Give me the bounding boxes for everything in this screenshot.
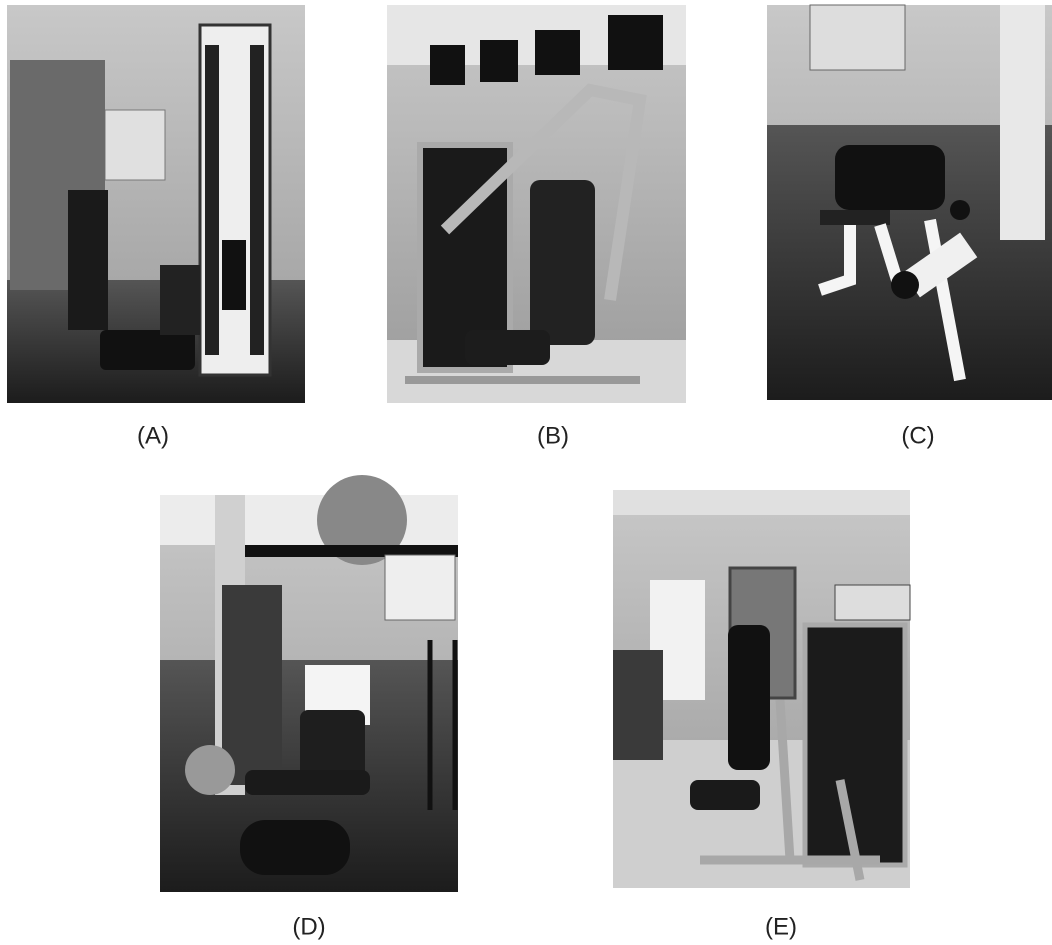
panel-label: (C)	[901, 422, 934, 449]
panel-label: (E)	[765, 913, 797, 940]
photo-e	[613, 490, 911, 888]
panel-label: (A)	[137, 422, 169, 449]
photo-b	[387, 5, 686, 403]
photo-a	[7, 5, 305, 403]
panel-label: (B)	[537, 422, 569, 449]
photo-d	[160, 475, 458, 892]
panel-label: (D)	[292, 913, 325, 940]
photo-c	[767, 4, 1052, 400]
